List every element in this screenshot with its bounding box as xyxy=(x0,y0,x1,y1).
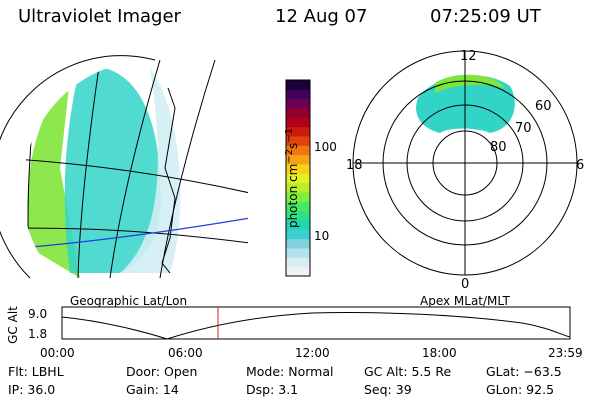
alt-xtick-0000: 00:00 xyxy=(40,346,75,360)
alt-xtick-2359: 23:59 xyxy=(548,346,583,360)
mlt-label-6: 6 xyxy=(576,158,584,173)
colorbar-step xyxy=(286,238,310,249)
colorbar-step xyxy=(286,210,310,221)
aurora-cyan-band xyxy=(64,66,161,273)
colorbar-step xyxy=(286,108,310,118)
status-filter: Flt: LBHL xyxy=(8,364,64,379)
colorbar-unit-label: photon cm−2s−1 xyxy=(284,127,300,229)
altitude-strip xyxy=(61,306,571,340)
status-gain: Gain: 14 xyxy=(126,382,179,397)
alt-xtick-1800: 18:00 xyxy=(422,346,457,360)
status-glon: GLon: 92.5 xyxy=(486,382,555,397)
mlat-label-70: 70 xyxy=(515,121,532,136)
aurora-faint-region xyxy=(120,68,181,273)
status-seq: Seq: 39 xyxy=(364,382,412,397)
instrument-title: Ultraviolet Imager xyxy=(18,6,181,27)
status-glat: GLat: −63.5 xyxy=(486,364,562,379)
left-panel-caption: Geographic Lat/Lon xyxy=(70,294,188,308)
status-door: Door: Open xyxy=(126,364,198,379)
mlat-label-60: 60 xyxy=(535,99,552,114)
colorbar-step xyxy=(286,126,310,137)
colorbar-step xyxy=(286,266,310,277)
altitude-curve xyxy=(61,312,571,340)
date-label: 12 Aug 07 xyxy=(275,6,368,27)
status-gcalt: GC Alt: 5.5 Re xyxy=(364,364,452,379)
mlat-label-80: 80 xyxy=(490,140,507,155)
colorbar-step xyxy=(286,248,310,258)
coastline xyxy=(161,87,176,274)
alt-ylabel: GC Alt xyxy=(5,306,20,344)
colorbar xyxy=(285,79,311,277)
mlt-label-0: 0 xyxy=(461,277,469,292)
colorbar-step xyxy=(286,80,310,90)
colorbar-step xyxy=(286,164,310,174)
time-label: 07:25:09 UT xyxy=(430,6,541,27)
colorbar-step xyxy=(286,89,310,100)
colorbar-step xyxy=(286,136,310,146)
right-panel-caption: Apex MLat/MLT xyxy=(420,294,510,308)
satellite-track xyxy=(22,217,248,249)
status-dsp: Dsp: 3.1 xyxy=(246,382,299,397)
colorbar-tick-100: 100 xyxy=(314,140,337,154)
colorbar-step xyxy=(286,182,310,193)
status-ip: IP: 36.0 xyxy=(8,382,56,397)
earth-limb xyxy=(0,55,156,279)
colorbar-step xyxy=(286,257,310,268)
alt-xtick-0600: 06:00 xyxy=(168,346,203,360)
colorbar-step xyxy=(286,192,310,202)
mlt-label-12: 12 xyxy=(460,49,477,64)
polar-plot: 12 18 6 0 60 70 80 xyxy=(346,49,584,292)
alt-ytick-low: 1.8 xyxy=(28,327,48,341)
colorbar-step xyxy=(286,220,310,230)
colorbar-step xyxy=(286,201,310,212)
mlt-label-18: 18 xyxy=(346,158,363,173)
polar-aurora-green xyxy=(435,74,505,93)
colorbar-frame xyxy=(285,79,311,277)
colorbar-step xyxy=(286,229,310,240)
status-mode: Mode: Normal xyxy=(246,364,334,379)
alt-xtick-1200: 12:00 xyxy=(295,346,330,360)
colorbar-step xyxy=(286,154,310,165)
alt-ytick-high: 9.0 xyxy=(28,307,48,321)
colorbar-step xyxy=(286,145,310,156)
colorbar-step xyxy=(286,117,310,128)
geographic-map xyxy=(0,55,248,279)
colorbar-step xyxy=(286,173,310,184)
mlat-circles xyxy=(352,50,578,276)
colorbar-step xyxy=(286,98,310,109)
colorbar-tick-10: 10 xyxy=(314,229,330,243)
